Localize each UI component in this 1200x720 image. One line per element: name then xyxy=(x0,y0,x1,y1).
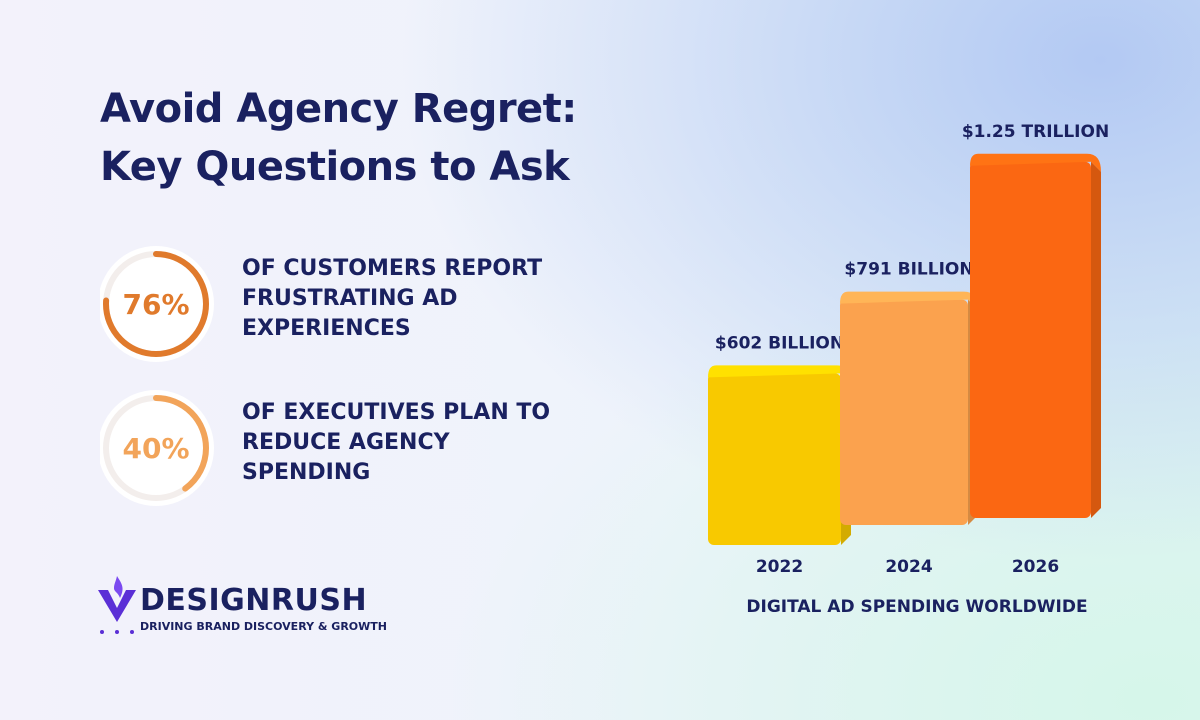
stat-value: 76% xyxy=(122,288,189,321)
stat-ring: 40% xyxy=(100,390,214,506)
x-tick-label: 2024 xyxy=(885,557,932,577)
x-tick-label: 2022 xyxy=(756,557,803,577)
stat-text: OF CUSTOMERS REPORT FRUSTRATING AD EXPER… xyxy=(242,256,543,341)
brand-tagline: DRIVING BRAND DISCOVERY & GROWTH xyxy=(140,620,387,633)
headline: Avoid Agency Regret: Key Questions to As… xyxy=(100,86,577,190)
brand-logo xyxy=(98,576,136,634)
ring-shadow xyxy=(100,246,214,362)
bar-side xyxy=(1091,161,1101,518)
ring-arc xyxy=(103,395,209,501)
stat-ring: 76% xyxy=(100,246,214,362)
value-label: $602 BILLION xyxy=(715,333,844,353)
x-axis-title: DIGITAL AD SPENDING WORLDWIDE xyxy=(746,597,1087,617)
value-label: $791 BILLION xyxy=(844,260,973,280)
ring-arc xyxy=(103,251,209,357)
stat-row: 76% OF CUSTOMERS REPORT FRUSTRATING AD EX… xyxy=(100,246,660,366)
bar-top xyxy=(840,291,978,310)
stat-value: 40% xyxy=(122,432,189,465)
value-label: $1.25 TRILLION xyxy=(962,122,1109,142)
ring-shadow xyxy=(100,390,214,506)
stat-text: OF EXECUTIVES PLAN TO REDUCE AGENCY SPEN… xyxy=(242,400,551,485)
bar-top xyxy=(970,153,1101,172)
brand-name: DESIGNRUSH xyxy=(140,583,368,618)
stat-row: 40% OF EXECUTIVES PLAN TO REDUCE AGENCY S… xyxy=(100,390,660,510)
bar xyxy=(840,299,968,525)
bar xyxy=(970,161,1091,518)
bar-top xyxy=(708,365,851,384)
x-tick-label: 2026 xyxy=(1012,557,1059,577)
bar xyxy=(708,373,841,545)
